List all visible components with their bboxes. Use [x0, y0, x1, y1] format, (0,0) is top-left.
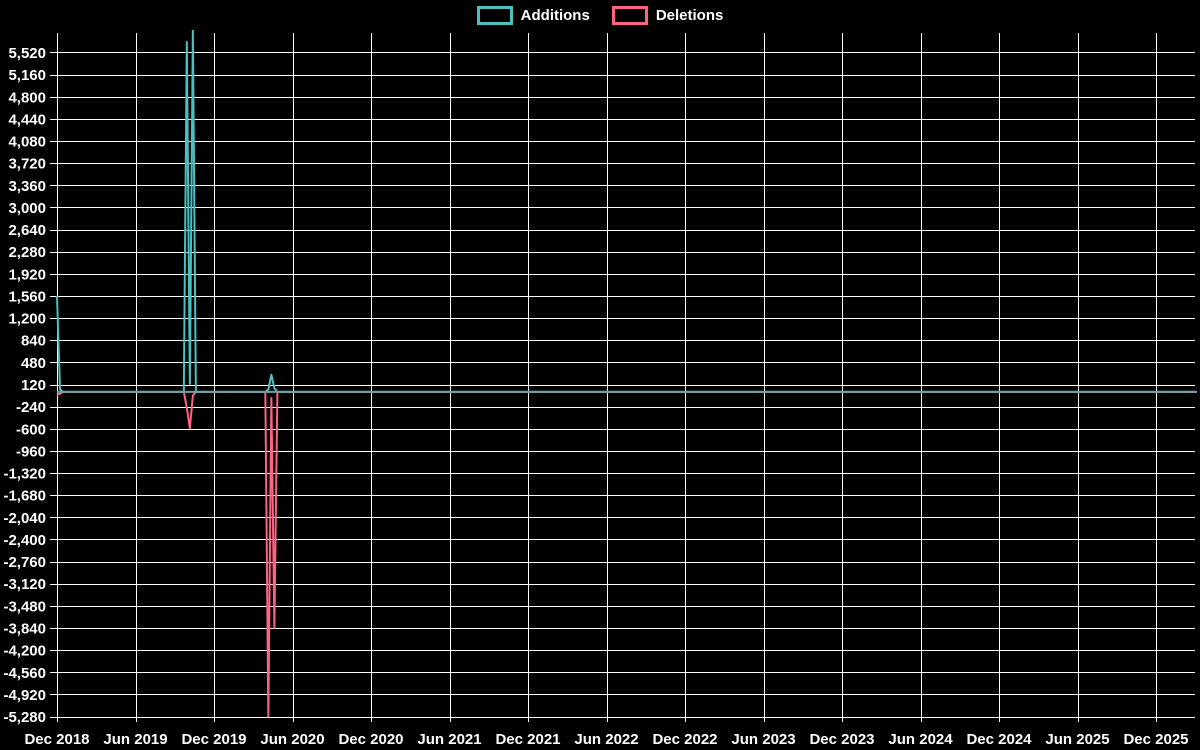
svg-text:4,440: 4,440: [8, 111, 46, 128]
svg-text:Dec 2018: Dec 2018: [24, 731, 89, 748]
svg-text:-3,480: -3,480: [3, 598, 46, 615]
svg-text:-1,320: -1,320: [3, 466, 46, 483]
legend-item-deletions[interactable]: Deletions: [611, 6, 724, 25]
svg-text:840: 840: [21, 333, 46, 350]
svg-text:2,640: 2,640: [8, 222, 46, 239]
svg-text:3,720: 3,720: [8, 156, 46, 173]
svg-text:Dec 2020: Dec 2020: [338, 731, 403, 748]
additions-line: [56, 30, 1196, 393]
svg-text:-2,760: -2,760: [3, 554, 46, 571]
svg-text:Dec 2023: Dec 2023: [809, 731, 874, 748]
svg-text:Dec 2024: Dec 2024: [966, 731, 1032, 748]
svg-text:Jun 2019: Jun 2019: [103, 731, 167, 748]
svg-text:5,160: 5,160: [8, 67, 46, 84]
svg-text:-1,680: -1,680: [3, 488, 46, 505]
legend-label-deletions: Deletions: [655, 7, 724, 24]
svg-text:-4,200: -4,200: [3, 643, 46, 660]
svg-text:Dec 2022: Dec 2022: [652, 731, 717, 748]
additions-swatch-icon: [476, 6, 513, 25]
svg-text:-2,400: -2,400: [3, 532, 46, 549]
svg-text:Jun 2025: Jun 2025: [1045, 731, 1109, 748]
legend-item-additions[interactable]: Additions: [476, 6, 590, 25]
svg-text:3,360: 3,360: [8, 178, 46, 195]
chart-legend: Additions Deletions: [0, 6, 1200, 25]
svg-text:Dec 2025: Dec 2025: [1123, 731, 1188, 748]
vertical-gridlines: [57, 33, 1157, 722]
svg-text:Jun 2022: Jun 2022: [574, 731, 638, 748]
horizontal-gridlines: [50, 52, 1195, 718]
svg-text:4,080: 4,080: [8, 134, 46, 151]
svg-text:4,800: 4,800: [8, 89, 46, 106]
svg-text:1,200: 1,200: [8, 311, 46, 328]
deletions-line: [56, 390, 1196, 718]
svg-text:480: 480: [21, 355, 46, 372]
svg-text:-600: -600: [16, 421, 46, 438]
svg-text:5,520: 5,520: [8, 45, 46, 62]
svg-text:1,560: 1,560: [8, 289, 46, 306]
svg-text:-240: -240: [16, 399, 46, 416]
legend-label-additions: Additions: [520, 7, 590, 24]
svg-text:-4,560: -4,560: [3, 665, 46, 682]
x-axis-labels: Dec 2018 Jun 2019 Dec 2019 Jun 2020 Dec 2020…: [24, 731, 1188, 748]
y-axis-labels: 5,520 5,160 4,800 4,440 4,080 3,720 3,360 3,000…: [3, 45, 46, 726]
svg-text:Dec 2021: Dec 2021: [495, 731, 560, 748]
svg-text:Jun 2023: Jun 2023: [731, 731, 795, 748]
svg-text:Jun 2021: Jun 2021: [417, 731, 481, 748]
svg-text:Jun 2020: Jun 2020: [260, 731, 324, 748]
svg-text:-4,920: -4,920: [3, 687, 46, 704]
svg-text:3,000: 3,000: [8, 200, 46, 217]
svg-text:2,280: 2,280: [8, 244, 46, 261]
svg-text:-2,040: -2,040: [3, 510, 46, 527]
svg-text:Dec 2019: Dec 2019: [181, 731, 246, 748]
svg-text:1,920: 1,920: [8, 266, 46, 283]
svg-text:120: 120: [21, 377, 46, 394]
svg-text:Jun 2024: Jun 2024: [888, 731, 953, 748]
deletions-swatch-icon: [611, 6, 648, 25]
svg-text:-3,840: -3,840: [3, 621, 46, 638]
svg-text:-5,280: -5,280: [3, 709, 46, 726]
svg-text:-960: -960: [16, 443, 46, 460]
svg-text:-3,120: -3,120: [3, 576, 46, 593]
